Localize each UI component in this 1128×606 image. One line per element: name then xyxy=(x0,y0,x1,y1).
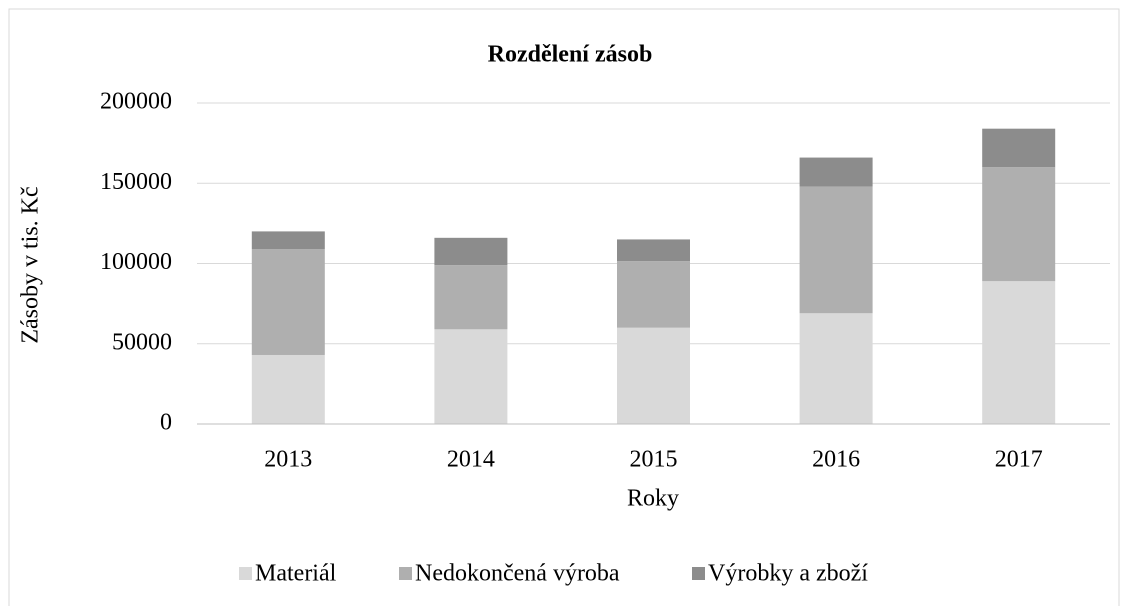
y-tick-label: 0 xyxy=(160,410,172,436)
y-tick-label: 100000 xyxy=(100,249,172,275)
chart-title: Rozdělení zásob xyxy=(488,42,653,68)
bar-segment xyxy=(617,239,690,262)
bar-segment xyxy=(251,231,325,250)
bar-segment xyxy=(982,281,1056,424)
x-tick-label: 2014 xyxy=(447,447,495,473)
bar-segment xyxy=(434,237,508,266)
bar-segment xyxy=(799,186,873,314)
bar-segment xyxy=(982,128,1056,168)
bar-segment xyxy=(982,167,1056,282)
chart-border xyxy=(8,8,1120,606)
x-axis-label: Roky xyxy=(627,486,679,512)
legend-swatch xyxy=(692,567,705,580)
bar-segment xyxy=(617,327,690,424)
x-tick-label: 2017 xyxy=(995,447,1043,473)
y-tick-label: 200000 xyxy=(100,89,172,115)
x-tick-label: 2015 xyxy=(630,447,678,473)
bar-segment xyxy=(251,354,325,424)
legend-swatch xyxy=(239,567,252,580)
y-tick-label: 150000 xyxy=(100,169,172,195)
bar-segment xyxy=(434,265,508,330)
bar-segment xyxy=(434,329,508,424)
legend-label: Nedokončená výroba xyxy=(415,561,620,587)
y-axis-label: Zásoby v tis. Kč xyxy=(18,186,44,343)
bar-segment xyxy=(799,313,873,424)
legend-label: Materiál xyxy=(255,561,337,587)
legend-label: Výrobky a zboží xyxy=(708,561,868,587)
y-tick-label: 50000 xyxy=(112,329,172,355)
x-tick-label: 2013 xyxy=(264,447,312,473)
bar-segment xyxy=(251,249,325,355)
x-tick-label: 2016 xyxy=(812,447,860,473)
bar-segment xyxy=(799,157,873,187)
legend-swatch xyxy=(399,567,412,580)
bar-segment xyxy=(617,261,690,328)
